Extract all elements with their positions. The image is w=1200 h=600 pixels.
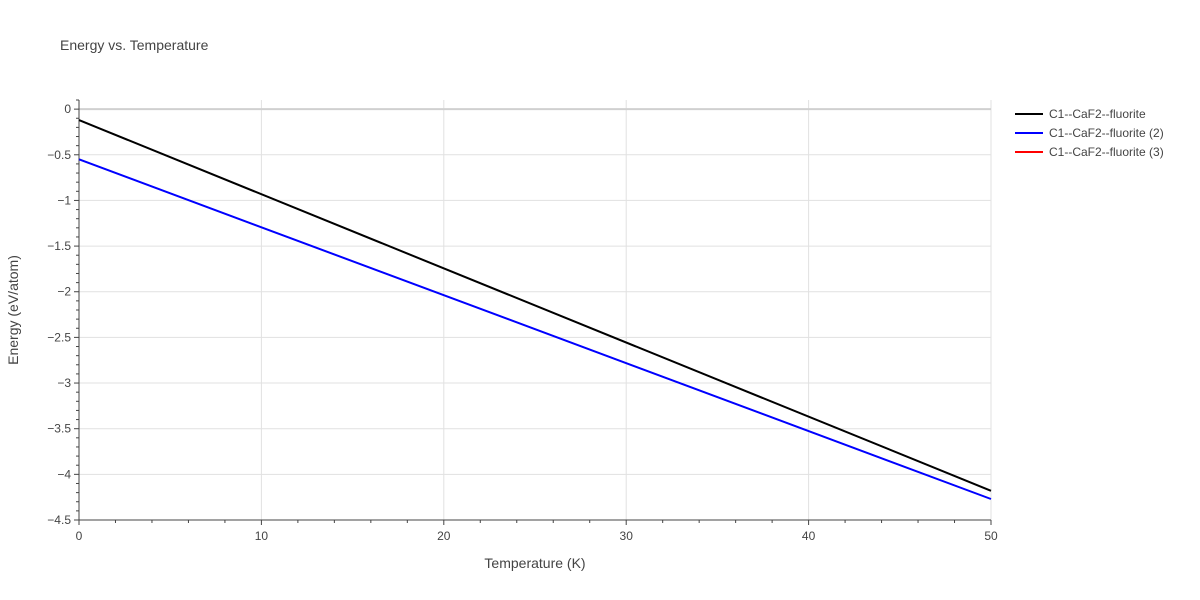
y-tick-label: −1: [57, 193, 71, 207]
legend-item-3[interactable]: C1--CaF2--fluorite (3): [1015, 145, 1164, 159]
grid-lines: [79, 100, 992, 521]
y-axis-ticks: 0 −0.5 −1 −1.5 −2 −2.5 −3 −3.5 −4 −4.5: [47, 102, 71, 527]
legend-label: C1--CaF2--fluorite (3): [1049, 145, 1164, 159]
x-tick-label: 10: [255, 529, 269, 543]
legend-item-2[interactable]: C1--CaF2--fluorite (2): [1015, 126, 1164, 140]
x-tick-label: 30: [620, 529, 634, 543]
y-tick-label: −4: [57, 467, 71, 481]
x-tick-label: 20: [437, 529, 451, 543]
x-tick-label: 50: [984, 529, 998, 543]
y-tick-label: −4.5: [47, 513, 71, 527]
x-tick-label: 40: [802, 529, 816, 543]
y-tick-label: −3: [57, 376, 71, 390]
series-line-1: [78, 119, 992, 492]
y-tick-label: −1.5: [47, 239, 71, 253]
y-tick-label: 0: [64, 102, 71, 116]
series-line-2: [78, 158, 992, 500]
x-tick-label: 0: [76, 529, 83, 543]
y-tick-label: −2.5: [47, 330, 71, 344]
axes: [74, 99, 992, 525]
y-axis-label: Energy (eV/atom): [5, 255, 21, 365]
legend-label: C1--CaF2--fluorite (2): [1049, 126, 1164, 140]
x-axis-label: Temperature (K): [484, 555, 585, 571]
chart-title: Energy vs. Temperature: [60, 37, 209, 53]
y-tick-label: −0.5: [47, 148, 71, 162]
x-axis-ticks: 0 10 20 30 40 50: [76, 529, 998, 543]
series-lines: [78, 119, 992, 500]
y-tick-label: −2: [57, 285, 71, 299]
legend-label: C1--CaF2--fluorite: [1049, 107, 1146, 121]
legend-item-1[interactable]: C1--CaF2--fluorite: [1015, 107, 1146, 121]
legend[interactable]: C1--CaF2--fluorite C1--CaF2--fluorite (2)…: [1015, 107, 1164, 159]
y-tick-label: −3.5: [47, 422, 71, 436]
